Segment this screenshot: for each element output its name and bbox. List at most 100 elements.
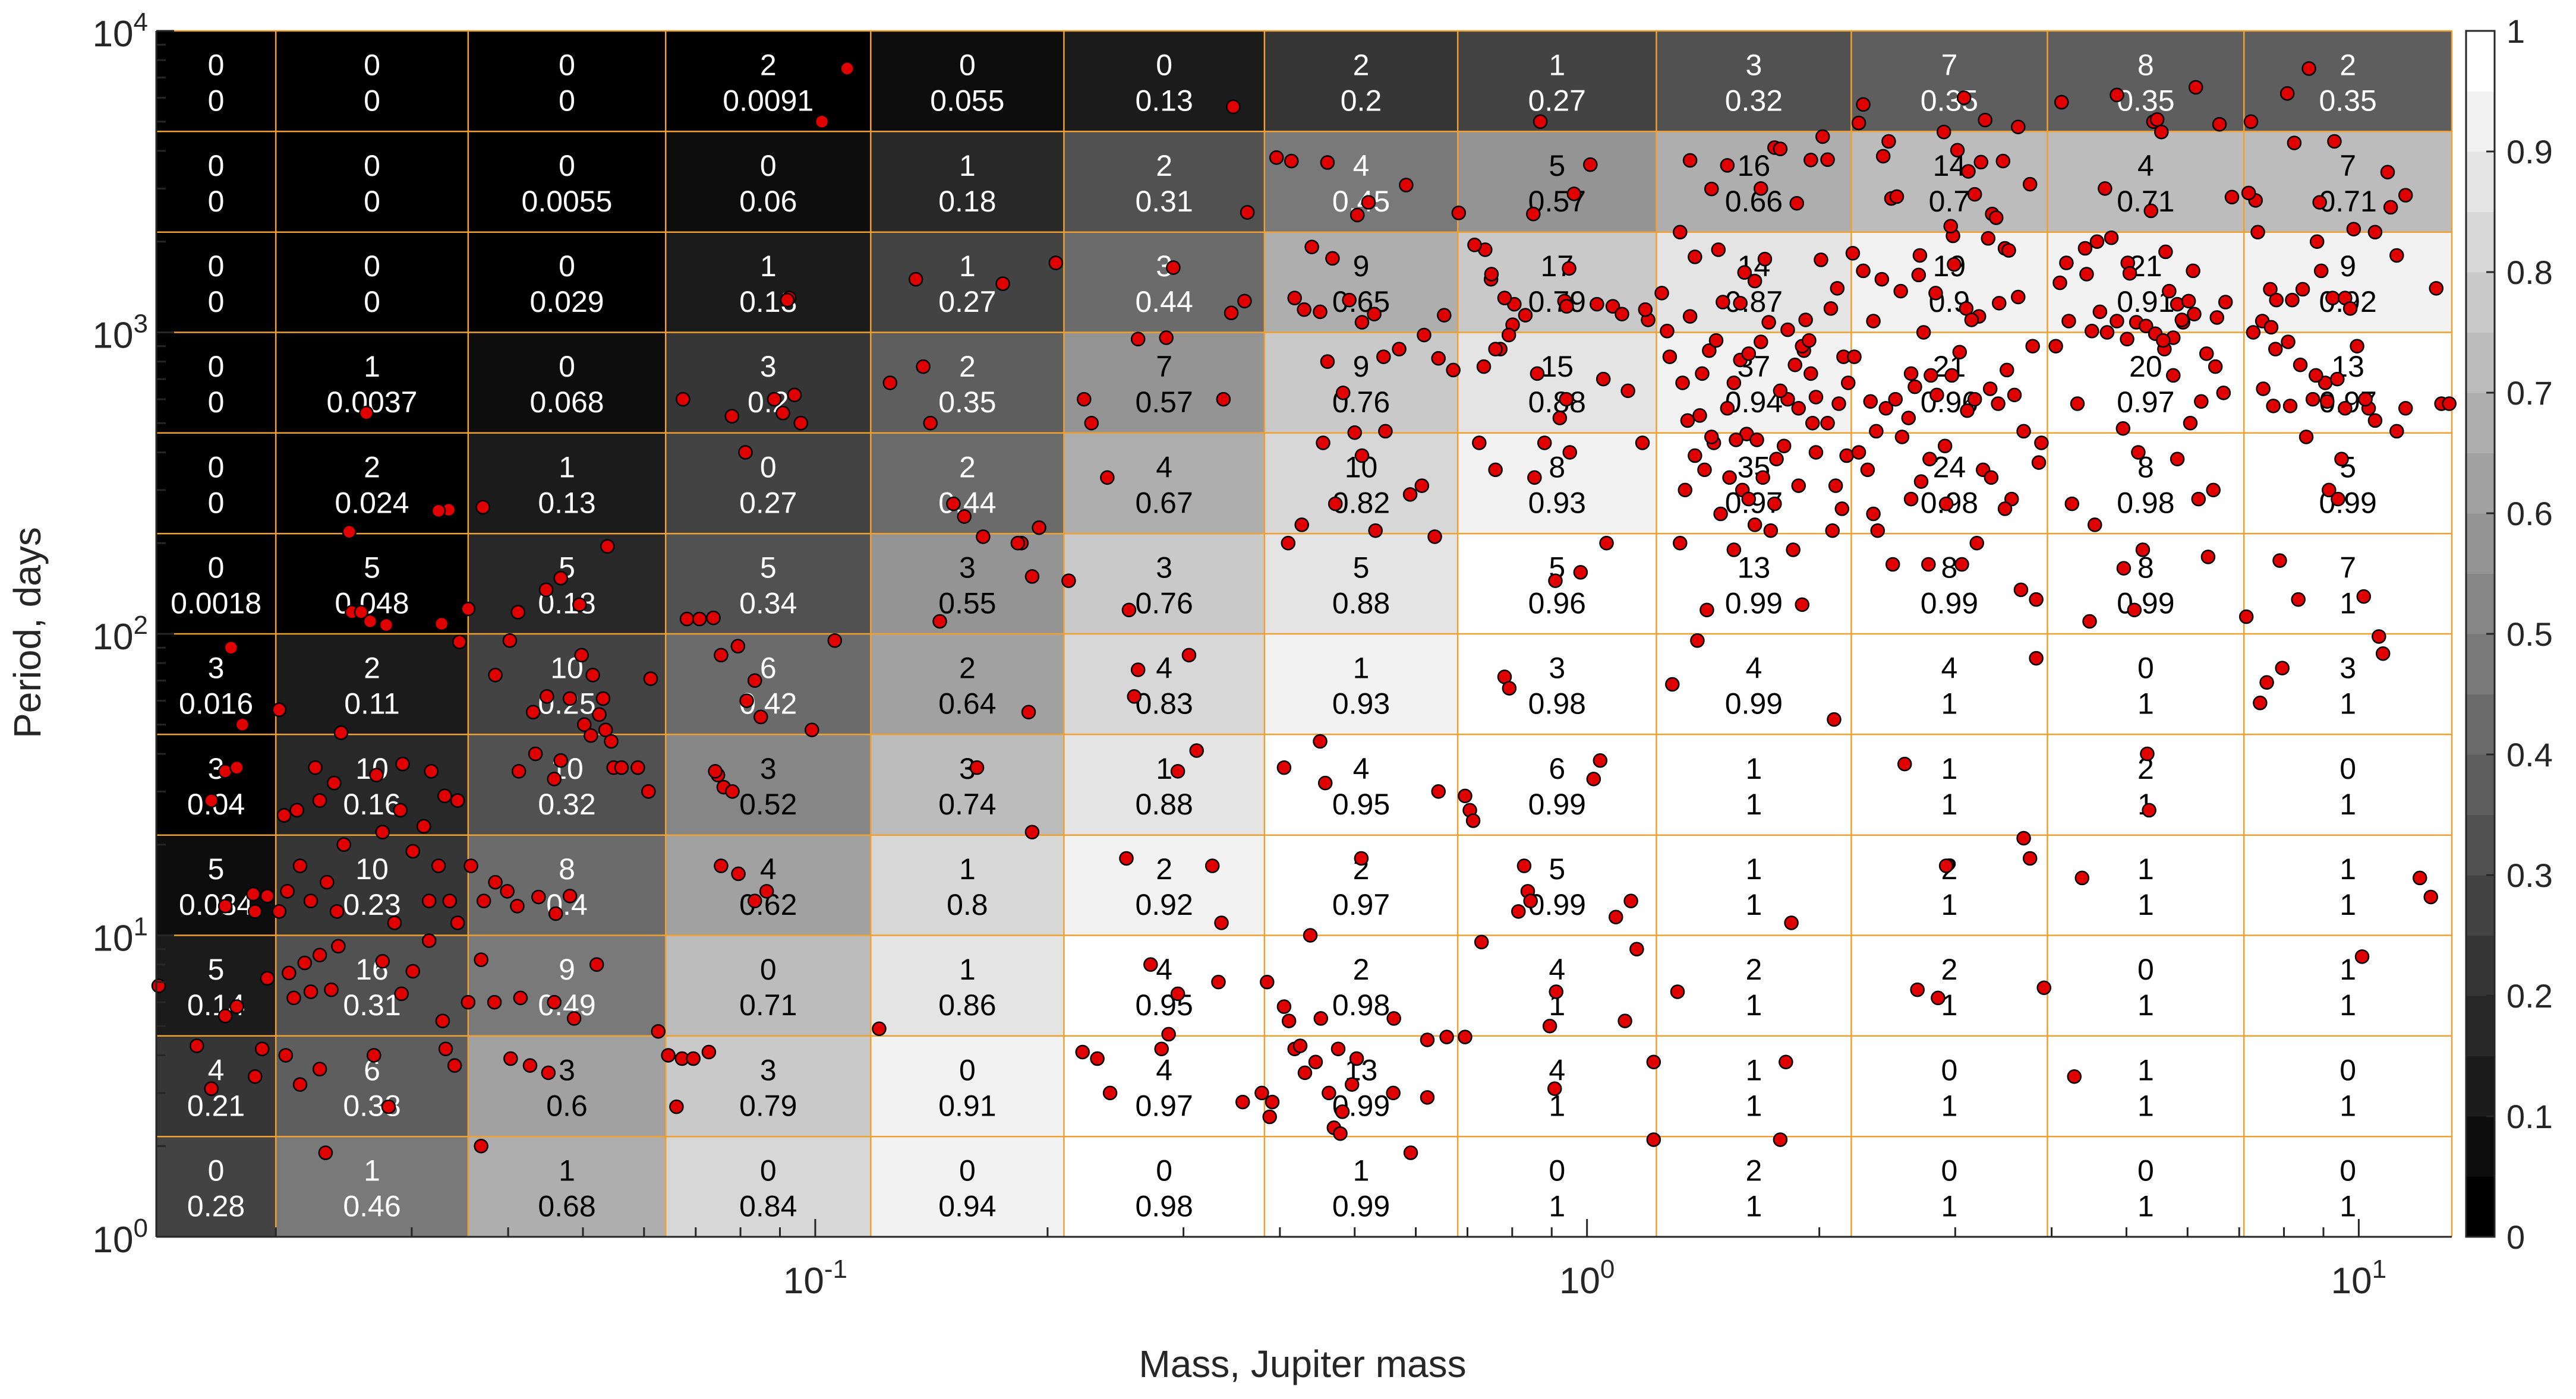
scatter-point (600, 539, 615, 554)
scatter-point (2004, 491, 2019, 507)
heatmap-cell (1656, 31, 1852, 132)
cell-count-label: 4 (1549, 953, 1565, 986)
cell-count-label: 9 (1353, 350, 1370, 383)
scatter-point (547, 772, 562, 787)
scatter-point (2200, 550, 2216, 564)
cell-count-label: 0 (364, 149, 380, 182)
heatmap-cell (156, 432, 276, 534)
scatter-point (872, 1021, 887, 1036)
scatter-point (1704, 430, 1719, 444)
scatter-point (1458, 788, 1473, 804)
scatter-point (923, 416, 938, 431)
heatmap-cell (156, 31, 276, 132)
heatmap-cell (1064, 1136, 1265, 1237)
cell-value-label: 0.93 (1528, 487, 1586, 520)
cell-value-label: 0.8 (947, 888, 988, 921)
scatter-point (1599, 535, 1614, 551)
scatter-point (2238, 609, 2254, 624)
heatmap-cell (1851, 1035, 2048, 1137)
scatter-point (1776, 438, 1792, 453)
scatter-point (395, 756, 410, 772)
scatter-point (2319, 394, 2335, 409)
scatter-point (1333, 1126, 1348, 1141)
scatter-point (2327, 134, 2342, 149)
scatter-point (1720, 401, 1735, 416)
heatmap-cell (276, 734, 468, 835)
heatmap-cell (1851, 332, 2048, 433)
scatter-point (1297, 1065, 1313, 1081)
scatter-point (437, 788, 452, 804)
cell-count-label: 4 (208, 1054, 225, 1087)
scatter-point (2412, 870, 2427, 886)
scatter-point (595, 691, 611, 706)
cell-value-label: 0.93 (1332, 687, 1390, 721)
scatter-point (2334, 451, 2349, 467)
scatter-point (1795, 597, 1809, 612)
cell-count-label: 0 (760, 149, 777, 182)
cell-count-label: 0 (208, 250, 225, 283)
scatter-point (1402, 487, 1418, 502)
cell-count-label: 3 (2339, 652, 2356, 685)
heatmap-cell (276, 31, 468, 132)
scatter-point (2061, 314, 2076, 329)
scatter-point (1851, 445, 1866, 460)
heatmap-cell (156, 634, 276, 735)
scatter-point (2183, 416, 2198, 431)
cell-count-label: 0 (1941, 1154, 1958, 1188)
cell-value-label: 0.46 (343, 1190, 401, 1223)
scatter-point (2246, 325, 2261, 340)
cell-count-label: 5 (1353, 551, 1370, 585)
heatmap-cell (1656, 935, 1852, 1036)
scatter-point (1937, 438, 1953, 453)
scatter-point (2036, 980, 2052, 996)
scatter-point (1921, 557, 1936, 572)
scatter-point (1547, 1081, 1562, 1096)
scatter-point (2048, 339, 2063, 353)
heatmap-cell (1851, 935, 2048, 1036)
scatter-point (1350, 207, 1365, 223)
cell-value-label: 1 (2137, 1190, 2154, 1223)
cell-value-label: 0.97 (1332, 888, 1390, 921)
scatter-point (1938, 496, 1954, 511)
cell-count-label: 2 (1156, 149, 1172, 182)
cell-value-label: 0.35 (938, 386, 996, 419)
cell-value-label: 0.084 (179, 888, 253, 921)
scatter-point (2291, 592, 2306, 607)
scatter-point (2375, 646, 2391, 661)
scatter-point (2098, 181, 2112, 196)
scatter-point (541, 1065, 556, 1081)
cell-count-label: 1 (1353, 652, 1370, 685)
scatter-point (1938, 858, 1954, 873)
heatmap-cell (156, 1136, 276, 1237)
scatter-point (2007, 387, 2022, 403)
scatter-point (1226, 99, 1241, 115)
scatter-point (1458, 1029, 1473, 1044)
cell-count-label: 1 (959, 953, 976, 986)
scatter-point (1420, 1032, 1435, 1047)
scatter-point (272, 702, 287, 718)
colorbar-step (2466, 1056, 2495, 1117)
cell-count-label: 1 (1746, 752, 1762, 785)
scatter-point (2206, 482, 2221, 498)
heatmap-cell (276, 634, 468, 735)
heatmap-cell (276, 232, 468, 333)
colorbar-tick-label: 0.8 (2506, 254, 2553, 291)
scatter-point (204, 793, 219, 808)
scatter-point (1605, 299, 1620, 314)
scatter-point (2295, 282, 2310, 297)
scatter-point (1354, 851, 1369, 866)
cell-count-label: 9 (559, 953, 575, 986)
scatter-point (303, 984, 319, 999)
scatter-point (1119, 851, 1134, 866)
scatter-point (759, 884, 774, 899)
scatter-point (1342, 292, 1357, 308)
scatter-point (1048, 255, 1064, 270)
scatter-point (679, 611, 695, 627)
colorbar-tick-label: 1 (2506, 12, 2525, 50)
scatter-point (1754, 334, 1768, 349)
scatter-point (312, 1062, 327, 1076)
cell-value-label: 0.88 (1332, 587, 1390, 620)
cell-count-label: 6 (1549, 752, 1565, 785)
scatter-point (2022, 176, 2038, 192)
cell-count-label: 0 (1156, 1154, 1172, 1188)
